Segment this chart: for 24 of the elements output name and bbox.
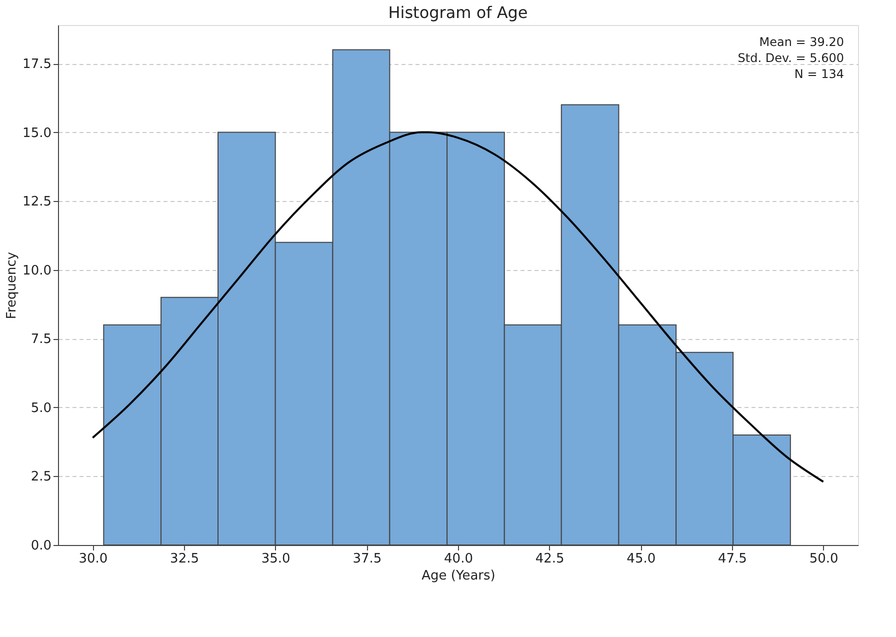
y-axis-title: Frequency (4, 252, 20, 320)
y-tick-label: 2.5 (30, 470, 52, 485)
x-tick-label: 37.5 (352, 552, 382, 566)
x-tick-label: 32.5 (170, 552, 200, 566)
x-tick-label: 42.5 (535, 552, 564, 566)
x-tick-label: 50.0 (809, 552, 838, 566)
y-tick-label: 7.5 (30, 332, 52, 348)
chart-title: Histogram of Age (388, 3, 528, 22)
annotation: Std. Dev. = 5.600 (738, 51, 844, 65)
y-tick-label: 12.5 (22, 194, 52, 210)
y-tick-label: 17.5 (22, 57, 52, 72)
y-tick-label: 0.0 (30, 538, 52, 554)
x-axis-title: Age (Years) (422, 568, 496, 584)
annotation: N = 134 (794, 67, 844, 81)
x-tick-label: 40.0 (444, 552, 473, 566)
x-tick-label: 30.0 (78, 552, 108, 566)
y-tick-label: 5.0 (30, 400, 52, 416)
annotation: Mean = 39.20 (759, 35, 844, 49)
x-tick-label: 47.5 (718, 552, 747, 566)
line-series (92, 131, 824, 483)
y-tick-label: 10.0 (22, 263, 52, 278)
x-tick-label: 45.0 (626, 552, 656, 566)
x-tick-label: 35.0 (261, 552, 290, 566)
y-tick-label: 15.0 (22, 126, 52, 141)
